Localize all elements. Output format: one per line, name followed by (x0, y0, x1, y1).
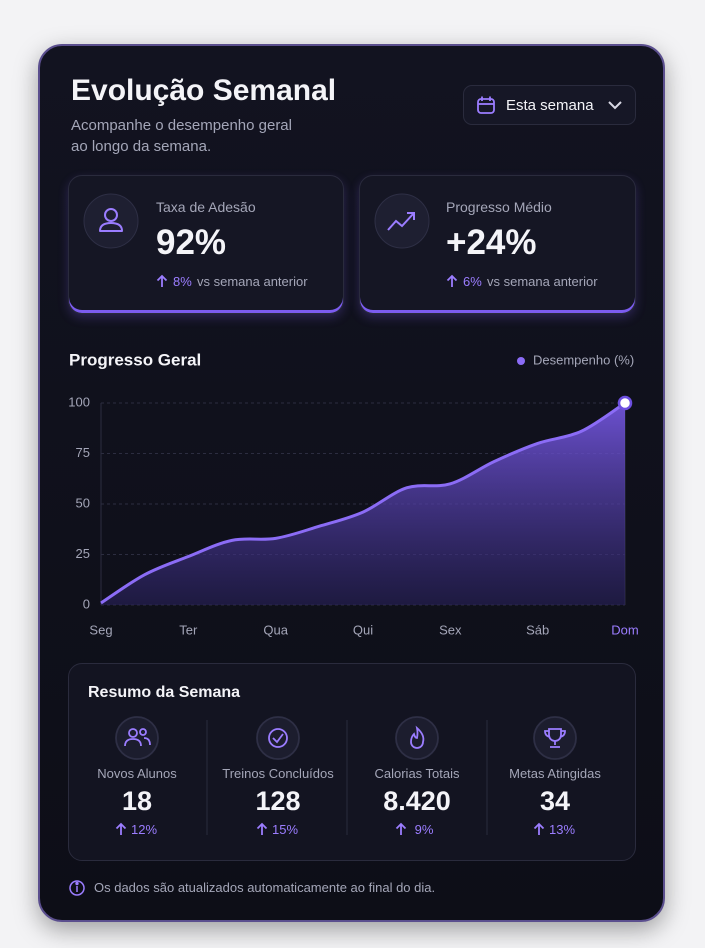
x-tick-label: Sex (439, 622, 462, 637)
up-arrow (395, 822, 407, 835)
up-arrow (115, 822, 127, 835)
area (101, 403, 625, 605)
legend-label: Desempenho (%) (533, 352, 634, 367)
week-dropdown[interactable]: Esta semana (463, 85, 636, 125)
legend-dot (517, 357, 525, 365)
summary-label: Calorias Totais (374, 766, 460, 781)
dropdown-label: Esta semana (506, 97, 594, 114)
summary-change: 13% (548, 822, 576, 837)
summary-panel: Resumo da Semana (68, 663, 636, 861)
chart-title: Progresso Geral (69, 350, 201, 369)
summary-change: 15% (271, 822, 299, 837)
x-tick-label: Dom (611, 622, 638, 637)
summary-value: 128 (255, 786, 301, 816)
stat-card: Progresso Médio +24% 6% vs semana anteri… (359, 175, 636, 314)
summary-value: 18 (121, 786, 153, 816)
up-arrow (256, 822, 268, 835)
y-tick-label: 50 (76, 495, 90, 510)
end-marker (617, 395, 633, 411)
stat-comparison: vs semana anterior (197, 274, 308, 289)
title: Evolução Semanal (71, 74, 337, 107)
summary-label: Treinos Concluídos (222, 766, 334, 781)
chart: Progresso Geral Desempenho (%) 0 25 50 75 100… (68, 350, 638, 637)
y-tick-label: 100 (68, 394, 90, 409)
x-tick-label: Sáb (526, 622, 549, 637)
stat-card: Taxa de Adesão 92% 8% vs semana anterior (68, 175, 344, 314)
stat-change: 8% (173, 274, 192, 289)
y-tick-label: 0 (83, 596, 90, 611)
x-tick-label: Qua (263, 622, 288, 637)
y-tick-label: 75 (76, 445, 90, 460)
x-tick-label: Seg (89, 622, 112, 637)
y-tick-label: 25 (76, 546, 90, 561)
x-tick-label: Qui (353, 622, 373, 637)
up-arrow (156, 274, 168, 287)
summary-value: 34 (539, 786, 571, 816)
subtitle: Acompanhe o desempenho geral ao longo da… (71, 117, 292, 155)
trend-icon (374, 193, 430, 249)
stat-value: +24% (446, 223, 537, 262)
summary-value: 8.420 (383, 786, 451, 816)
stat-change: 6% (463, 274, 482, 289)
summary-change: 12% (130, 822, 158, 837)
summary-label: Metas Atingidas (509, 766, 601, 781)
up-arrow (533, 822, 545, 835)
line (100, 401, 626, 605)
footer-note: Os dados são atualizados automaticamente… (94, 880, 436, 895)
stat-label: Taxa de Adesão (156, 199, 256, 215)
stat-comparison: vs semana anterior (487, 274, 598, 289)
stat-label: Progresso Médio (446, 199, 552, 215)
calendar-icon (477, 96, 495, 114)
up-arrow (446, 274, 458, 287)
stat-value: 92% (156, 223, 227, 262)
x-tick-label: Ter (179, 622, 198, 637)
summary-title: Resumo da Semana (88, 684, 241, 701)
chevron-icon (608, 101, 622, 110)
summary-change: 9% (414, 822, 434, 837)
user-icon (83, 193, 139, 249)
summary-label: Novos Alunos (97, 766, 177, 781)
